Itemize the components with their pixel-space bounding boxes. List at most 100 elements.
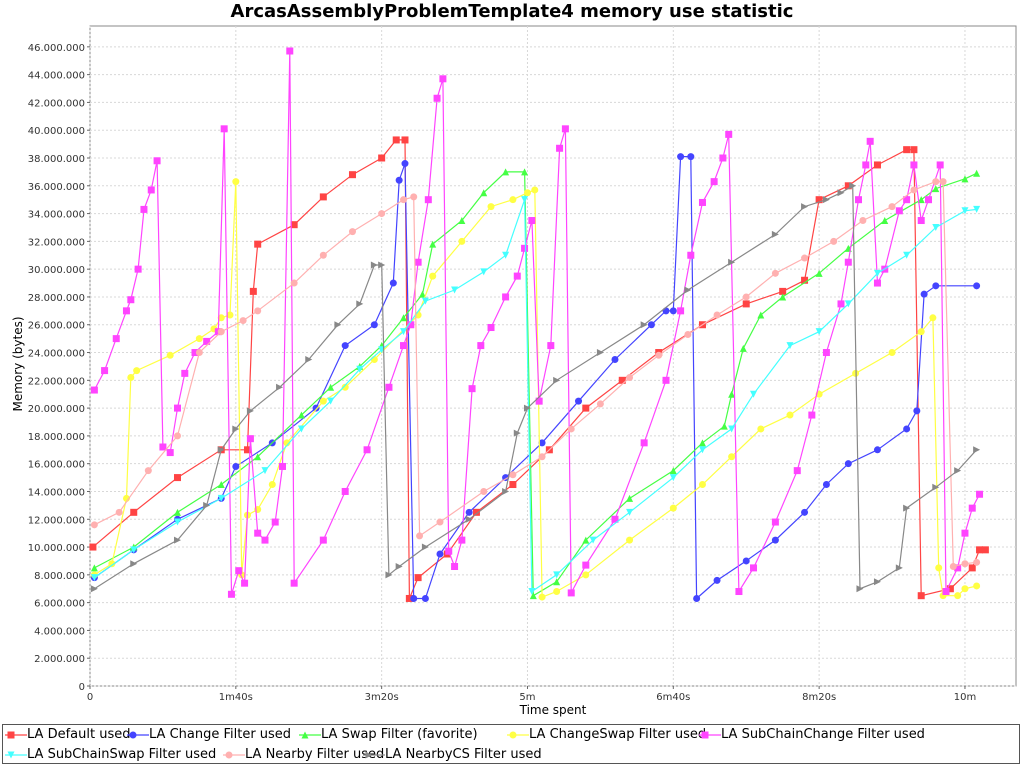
data-point: [873, 269, 881, 277]
legend-symbol: [299, 731, 321, 738]
data-point: [575, 397, 583, 405]
data-point: [378, 261, 386, 269]
data-point: [439, 75, 447, 83]
data-point: [523, 189, 531, 197]
data-point: [401, 136, 409, 144]
data-point: [305, 355, 313, 363]
data-point: [144, 467, 152, 475]
data-point: [973, 582, 981, 590]
data-point: [728, 390, 736, 398]
legend-symbol: [363, 751, 385, 758]
data-point: [582, 561, 590, 569]
chart-title: ArcasAssemblyProblemTemplate4 memory use…: [230, 1, 794, 22]
data-point: [553, 571, 561, 579]
data-point: [400, 196, 408, 204]
data-point: [815, 196, 823, 204]
data-point: [429, 272, 437, 280]
y-tick-label: 20.000.000: [28, 404, 85, 415]
data-point: [217, 494, 225, 502]
data-point: [465, 515, 473, 523]
data-point: [458, 237, 466, 245]
data-point: [946, 585, 954, 593]
y-tick-label: 8.000.000: [34, 571, 85, 582]
data-point: [647, 321, 655, 329]
data-point: [472, 508, 480, 516]
data-point: [451, 563, 459, 571]
data-point: [502, 251, 510, 259]
data-point: [801, 254, 809, 262]
data-point: [771, 230, 779, 238]
data-point: [618, 376, 626, 384]
data-point: [626, 508, 634, 516]
data-point: [130, 508, 138, 516]
data-point: [903, 425, 911, 433]
data-point: [961, 175, 969, 183]
data-point: [954, 564, 962, 572]
data-point: [684, 330, 692, 338]
data-point: [750, 564, 758, 572]
data-point: [173, 518, 181, 526]
data-point: [844, 300, 852, 308]
data-point: [363, 446, 371, 454]
legend-symbol: [127, 731, 149, 738]
data-point: [669, 474, 677, 482]
data-point: [90, 564, 98, 572]
data-point: [130, 560, 138, 568]
data-point: [436, 550, 444, 558]
data-point: [414, 574, 422, 582]
data-point: [243, 446, 251, 454]
data-point: [626, 374, 634, 382]
data-point: [844, 182, 852, 190]
data-point: [949, 563, 957, 571]
data-point: [529, 592, 537, 600]
data-point: [981, 546, 989, 554]
data-point: [348, 228, 356, 236]
legend-symbol: [223, 751, 245, 758]
data-point: [801, 203, 809, 211]
data-point: [596, 400, 604, 408]
series-line: [94, 156, 977, 600]
data-point: [725, 130, 733, 138]
data-point: [611, 355, 619, 363]
data-point: [895, 564, 903, 572]
data-point: [509, 196, 517, 204]
data-point: [698, 446, 706, 454]
data-point: [720, 422, 728, 430]
data-point: [239, 317, 247, 325]
data-point: [684, 286, 692, 294]
data-point: [195, 349, 203, 357]
legend-label: LA NearbyCS Filter used: [385, 747, 542, 762]
data-point: [122, 307, 130, 315]
x-tick-label: 0: [87, 692, 93, 703]
data-point: [523, 404, 531, 412]
legend-marker: [365, 751, 373, 758]
data-point: [771, 269, 779, 277]
data-point: [370, 321, 378, 329]
data-point: [465, 508, 473, 516]
data-point: [808, 411, 816, 419]
data-point: [719, 154, 727, 162]
data-point: [786, 342, 794, 350]
data-point: [261, 536, 269, 544]
data-point: [433, 94, 441, 102]
data-point: [793, 467, 801, 475]
data-point: [254, 453, 262, 461]
data-point: [341, 342, 349, 350]
data-point: [173, 474, 181, 482]
data-point: [400, 342, 408, 350]
axes: 0 2.000.000 4.000.000 6.000.000 8.000.000 10.…: [28, 43, 976, 703]
data-point: [370, 261, 378, 269]
data-point: [662, 307, 670, 315]
x-axis-label: Time spent: [519, 703, 587, 717]
y-tick-label: 38.000.000: [28, 154, 85, 165]
data-point: [669, 504, 677, 512]
y-tick-label: 22.000.000: [28, 376, 85, 387]
data-point: [936, 161, 944, 169]
y-tick-label: 2.000.000: [34, 654, 85, 665]
data-point: [195, 335, 203, 343]
y-tick-label: 14.000.000: [28, 487, 85, 498]
legend-marker: [7, 751, 15, 758]
data-point: [779, 287, 787, 295]
data-point: [312, 404, 320, 412]
data-point: [410, 193, 418, 201]
